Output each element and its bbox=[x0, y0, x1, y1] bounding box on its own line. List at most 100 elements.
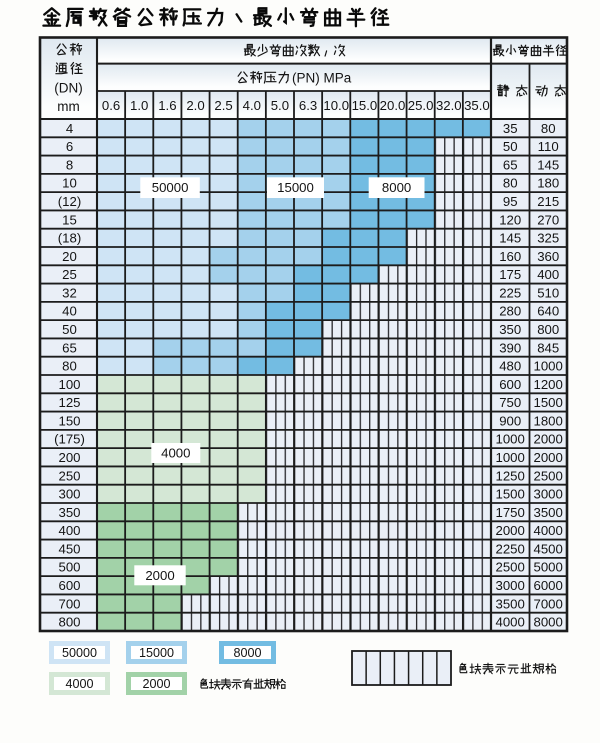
svg-text:20: 20 bbox=[62, 249, 77, 264]
svg-text:350: 350 bbox=[499, 322, 521, 337]
svg-text:80: 80 bbox=[62, 359, 77, 374]
svg-text:110: 110 bbox=[538, 139, 559, 154]
svg-text:145: 145 bbox=[537, 157, 559, 172]
svg-text:1250: 1250 bbox=[496, 468, 525, 483]
svg-text:15000: 15000 bbox=[277, 180, 314, 195]
svg-text:32: 32 bbox=[62, 285, 77, 300]
svg-text:4500: 4500 bbox=[534, 541, 563, 556]
svg-text:3500: 3500 bbox=[534, 505, 563, 520]
svg-text:400: 400 bbox=[537, 267, 559, 282]
svg-text:(175): (175) bbox=[54, 432, 85, 447]
svg-text:2.5: 2.5 bbox=[214, 98, 232, 113]
svg-text:280: 280 bbox=[499, 304, 521, 319]
svg-text:360: 360 bbox=[537, 249, 559, 264]
svg-text:270: 270 bbox=[537, 212, 559, 227]
svg-text:145: 145 bbox=[499, 231, 521, 246]
svg-text:8000: 8000 bbox=[382, 180, 411, 195]
svg-text:390: 390 bbox=[499, 340, 521, 355]
svg-text:(PN) MPa: (PN) MPa bbox=[292, 70, 352, 85]
svg-text:640: 640 bbox=[537, 304, 559, 319]
svg-text:50: 50 bbox=[62, 322, 77, 337]
svg-text:400: 400 bbox=[58, 523, 80, 538]
svg-text:175: 175 bbox=[499, 267, 521, 282]
svg-text:10.0: 10.0 bbox=[323, 98, 349, 113]
svg-text:15: 15 bbox=[62, 212, 77, 227]
svg-text:25.0: 25.0 bbox=[408, 98, 434, 113]
svg-text:3000: 3000 bbox=[534, 487, 563, 502]
svg-text:4.0: 4.0 bbox=[243, 98, 261, 113]
svg-text:2000: 2000 bbox=[534, 432, 563, 447]
svg-text:600: 600 bbox=[499, 377, 521, 392]
svg-text:250: 250 bbox=[58, 468, 80, 483]
svg-text:700: 700 bbox=[58, 596, 80, 611]
svg-text:480: 480 bbox=[499, 359, 521, 374]
svg-text:1.0: 1.0 bbox=[130, 98, 148, 113]
svg-text:200: 200 bbox=[58, 450, 80, 465]
svg-text:2500: 2500 bbox=[496, 560, 525, 575]
svg-text:(18): (18) bbox=[58, 231, 81, 246]
svg-text:80: 80 bbox=[503, 176, 518, 191]
svg-text:1500: 1500 bbox=[534, 395, 563, 410]
svg-text:215: 215 bbox=[537, 194, 559, 209]
svg-text:4000: 4000 bbox=[534, 523, 563, 538]
svg-text:15000: 15000 bbox=[139, 646, 174, 660]
svg-text:65: 65 bbox=[62, 340, 77, 355]
svg-text:150: 150 bbox=[58, 413, 80, 428]
svg-text:325: 325 bbox=[537, 231, 559, 246]
svg-text:180: 180 bbox=[537, 176, 559, 191]
svg-text:900: 900 bbox=[499, 413, 521, 428]
svg-text:(DN): (DN) bbox=[54, 81, 83, 96]
svg-text:50000: 50000 bbox=[152, 180, 189, 195]
svg-text:32.0: 32.0 bbox=[436, 98, 462, 113]
svg-text:845: 845 bbox=[537, 340, 559, 355]
svg-text:100: 100 bbox=[58, 377, 80, 392]
svg-text:4000: 4000 bbox=[161, 446, 190, 461]
svg-text:1500: 1500 bbox=[496, 487, 525, 502]
svg-text:2500: 2500 bbox=[534, 468, 563, 483]
svg-text:50: 50 bbox=[503, 139, 518, 154]
svg-text:(12): (12) bbox=[58, 194, 81, 209]
svg-text:4: 4 bbox=[66, 121, 73, 136]
svg-text:6: 6 bbox=[66, 139, 73, 154]
svg-text:160: 160 bbox=[499, 249, 521, 264]
svg-text:350: 350 bbox=[58, 505, 80, 520]
svg-text:1000: 1000 bbox=[534, 359, 563, 374]
svg-text:600: 600 bbox=[58, 578, 80, 593]
svg-text:2000: 2000 bbox=[534, 450, 563, 465]
svg-text:mm: mm bbox=[57, 99, 80, 114]
svg-text:80: 80 bbox=[541, 121, 556, 136]
svg-text:2250: 2250 bbox=[496, 541, 525, 556]
svg-text:2000: 2000 bbox=[145, 568, 174, 583]
svg-text:2.0: 2.0 bbox=[186, 98, 204, 113]
svg-text:35: 35 bbox=[503, 121, 518, 136]
svg-text:40: 40 bbox=[62, 304, 77, 319]
svg-text:0.6: 0.6 bbox=[102, 98, 120, 113]
svg-text:50000: 50000 bbox=[62, 646, 97, 660]
svg-text:7000: 7000 bbox=[534, 596, 563, 611]
svg-text:1800: 1800 bbox=[534, 413, 563, 428]
svg-text:3000: 3000 bbox=[496, 578, 525, 593]
svg-text:750: 750 bbox=[499, 395, 521, 410]
svg-text:35.0: 35.0 bbox=[464, 98, 490, 113]
svg-text:5.0: 5.0 bbox=[271, 98, 289, 113]
svg-text:4000: 4000 bbox=[496, 615, 525, 630]
svg-text:1200: 1200 bbox=[534, 377, 563, 392]
svg-text:450: 450 bbox=[58, 541, 80, 556]
svg-text:120: 120 bbox=[499, 212, 521, 227]
svg-text:510: 510 bbox=[537, 285, 559, 300]
svg-text:800: 800 bbox=[537, 322, 559, 337]
svg-text:8000: 8000 bbox=[233, 646, 261, 660]
svg-text:4000: 4000 bbox=[65, 677, 93, 691]
svg-text:15.0: 15.0 bbox=[352, 98, 378, 113]
svg-text:2000: 2000 bbox=[496, 523, 525, 538]
svg-text:800: 800 bbox=[58, 615, 80, 630]
svg-text:6.3: 6.3 bbox=[299, 98, 317, 113]
svg-text:500: 500 bbox=[58, 560, 80, 575]
svg-text:65: 65 bbox=[503, 157, 518, 172]
svg-text:95: 95 bbox=[503, 194, 518, 209]
svg-text:125: 125 bbox=[58, 395, 80, 410]
svg-text:300: 300 bbox=[58, 487, 80, 502]
svg-text:25: 25 bbox=[62, 267, 77, 282]
svg-text:10: 10 bbox=[62, 176, 77, 191]
svg-text:1000: 1000 bbox=[496, 450, 525, 465]
